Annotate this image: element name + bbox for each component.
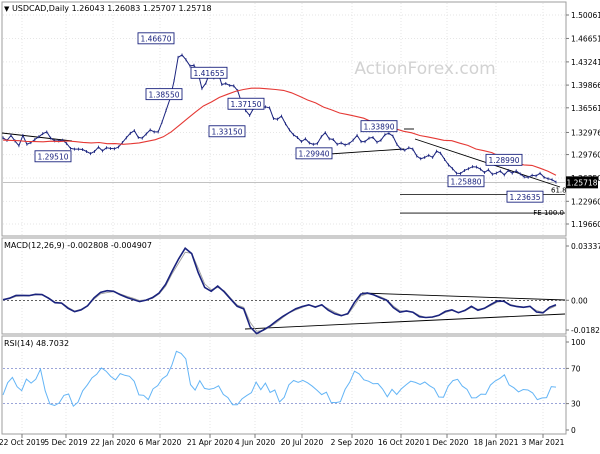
x-tick-label: 5 Dec 2019 [44,438,87,447]
annotation-box [227,97,265,110]
macd-y-tick-label: 0.03337 [571,242,600,251]
price-annotation: 1.37150 [227,97,265,110]
rsi-y-tick-label: 100 [571,338,586,347]
x-tick-label: 18 Jan 2021 [474,438,519,447]
annotation-label: 1.23635 [509,193,540,202]
current-price-tag [566,176,598,189]
rsi-line [2,350,557,408]
y-tick-label: 1.32976 [571,128,600,137]
annotation-label: 1.25880 [450,177,481,186]
macd-y-tick-label: -0.018262 [571,326,600,335]
price-trendline [1,132,73,142]
rsi-y-tick-label: 30 [571,400,581,409]
watermark: ActionForex.com [354,59,495,79]
fe-100-label: FE 100.0 [533,209,564,217]
rsi-y-tick-label: 0 [571,426,576,435]
x-tick-label: 22 Jan 2020 [91,438,136,447]
annotation-label: 1.33890 [363,122,394,131]
macd-y-tick-label: 0.00 [571,296,588,305]
price-panel-header: ▼ USDCAD,Daily 1.26043 1.26083 1.25707 1… [4,4,212,13]
macd-panel-header: MACD(12,26,9) -0.002808 -0.004907 [4,241,152,250]
x-tick-label: 3 Mar 2021 [522,438,565,447]
annotation-box [360,120,398,133]
price-annotation: 1.41655 [190,66,228,79]
annotation-label: 1.28990 [488,156,519,165]
annotation-box [34,150,72,163]
annotation-box [145,88,183,101]
chart-menu-arrow-icon[interactable]: ▼ [4,5,10,13]
y-tick-label: 1.36561 [571,104,600,113]
macd-trendline [244,313,566,330]
y-tick-label: 1.50061 [571,11,600,20]
x-tick-label: 16 Oct 2020 [378,438,425,447]
macd-trendline [361,292,566,301]
annotation-label: 1.37150 [230,100,261,109]
price-annotation: 1.29510 [34,150,72,163]
x-tick-label: 2 Sep 2020 [331,438,374,447]
macd-line [2,246,557,335]
x-tick-label: 20 Jul 2020 [281,438,324,447]
moving-average-line [2,87,557,176]
symbol-timeframe: USDCAD,Daily [11,4,70,13]
price-panel-frame [1,1,567,237]
rsi-y-tick-label: 70 [571,364,581,373]
y-tick-label: 1.19660 [571,220,600,229]
price-line [2,54,557,183]
annotation-box [295,147,333,160]
price-annotation: 1.23635 [506,190,544,203]
x-tick-label: 1 Dec 2020 [425,438,468,447]
annotation-label: 1.29940 [298,150,329,159]
rsi-panel-header: RSI(14) 48.7032 [4,339,70,348]
price-annotation: 1.28990 [485,153,523,166]
price-annotation: 1.46670 [137,32,175,45]
price-annotation: 1.38550 [145,88,183,101]
annotation-box [190,66,228,79]
fe-618-label: 61.8 [551,187,567,195]
annotation-box [506,190,544,203]
price-annotation: 1.25880 [447,175,485,188]
x-tick-label: 22 Oct 2019 [0,438,45,447]
annotation-label: 1.46670 [140,35,171,44]
annotation-label: 1.33150 [211,127,242,136]
y-tick-label: 1.22960 [571,197,600,206]
annotation-label: 1.41655 [193,69,224,78]
annotation-box [208,125,246,138]
y-tick-label: 1.46651 [571,34,600,43]
y-tick-label: 1.39866 [571,81,600,90]
annotation-box [485,153,523,166]
y-tick-label: 1.29760 [571,151,600,160]
annotation-box [447,175,485,188]
annotation-label: 1.29510 [37,152,68,161]
ohlc-values: 1.26043 1.26083 1.25707 1.25718 [71,4,212,13]
annotation-box [137,32,175,45]
macd-panel-frame [1,237,567,335]
y-tick-label: 1.43241 [571,58,600,67]
x-tick-label: 4 Jun 2020 [235,438,276,447]
price-annotation: 1.33890 [360,120,398,133]
price-annotation: 1.33150 [208,125,246,138]
rsi-panel-frame [1,335,567,435]
price-annotation: 1.29940 [295,147,333,160]
x-tick-label: 6 Mar 2020 [139,438,182,447]
current-price-label: 1.25718 [566,178,597,187]
annotation-label: 1.38550 [148,90,179,99]
x-tick-label: 21 Apr 2020 [187,438,234,447]
